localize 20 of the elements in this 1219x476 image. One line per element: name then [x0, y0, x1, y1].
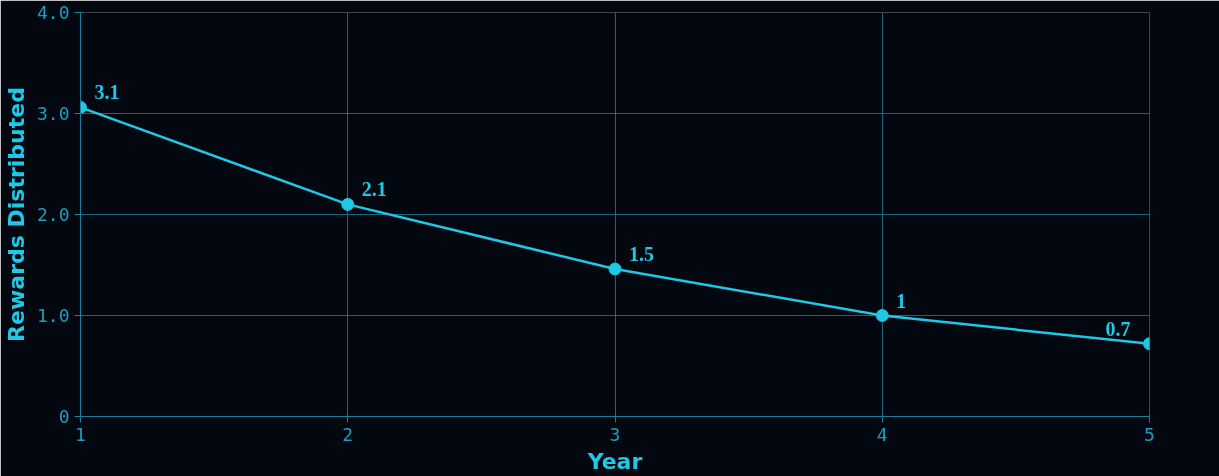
y-tick-label: 3.0 [36, 103, 70, 124]
data-label: 1 [896, 289, 907, 312]
y-axis-title: Rewards Distributed [3, 87, 29, 342]
data-label: 0.7 [1105, 317, 1131, 340]
x-axis-title: Year [586, 448, 643, 474]
data-label: 2.1 [361, 178, 387, 201]
x-tick-label: 5 [1144, 423, 1155, 445]
y-tick-label: 2.0 [36, 204, 70, 225]
data-label: 1.5 [629, 243, 654, 266]
x-tick-label: 1 [75, 423, 86, 445]
y-tick-label: 4.0 [36, 2, 70, 23]
point [875, 309, 889, 322]
point [608, 262, 622, 276]
data-label: 3.1 [94, 81, 120, 104]
x-tick-label: 3 [609, 423, 621, 445]
y-tick-label: 0 [58, 406, 70, 427]
point [341, 197, 355, 211]
x-tick-label: 4 [876, 423, 888, 445]
y-tick-label: 1.0 [36, 305, 70, 326]
x-tick-label: 2 [342, 423, 354, 445]
